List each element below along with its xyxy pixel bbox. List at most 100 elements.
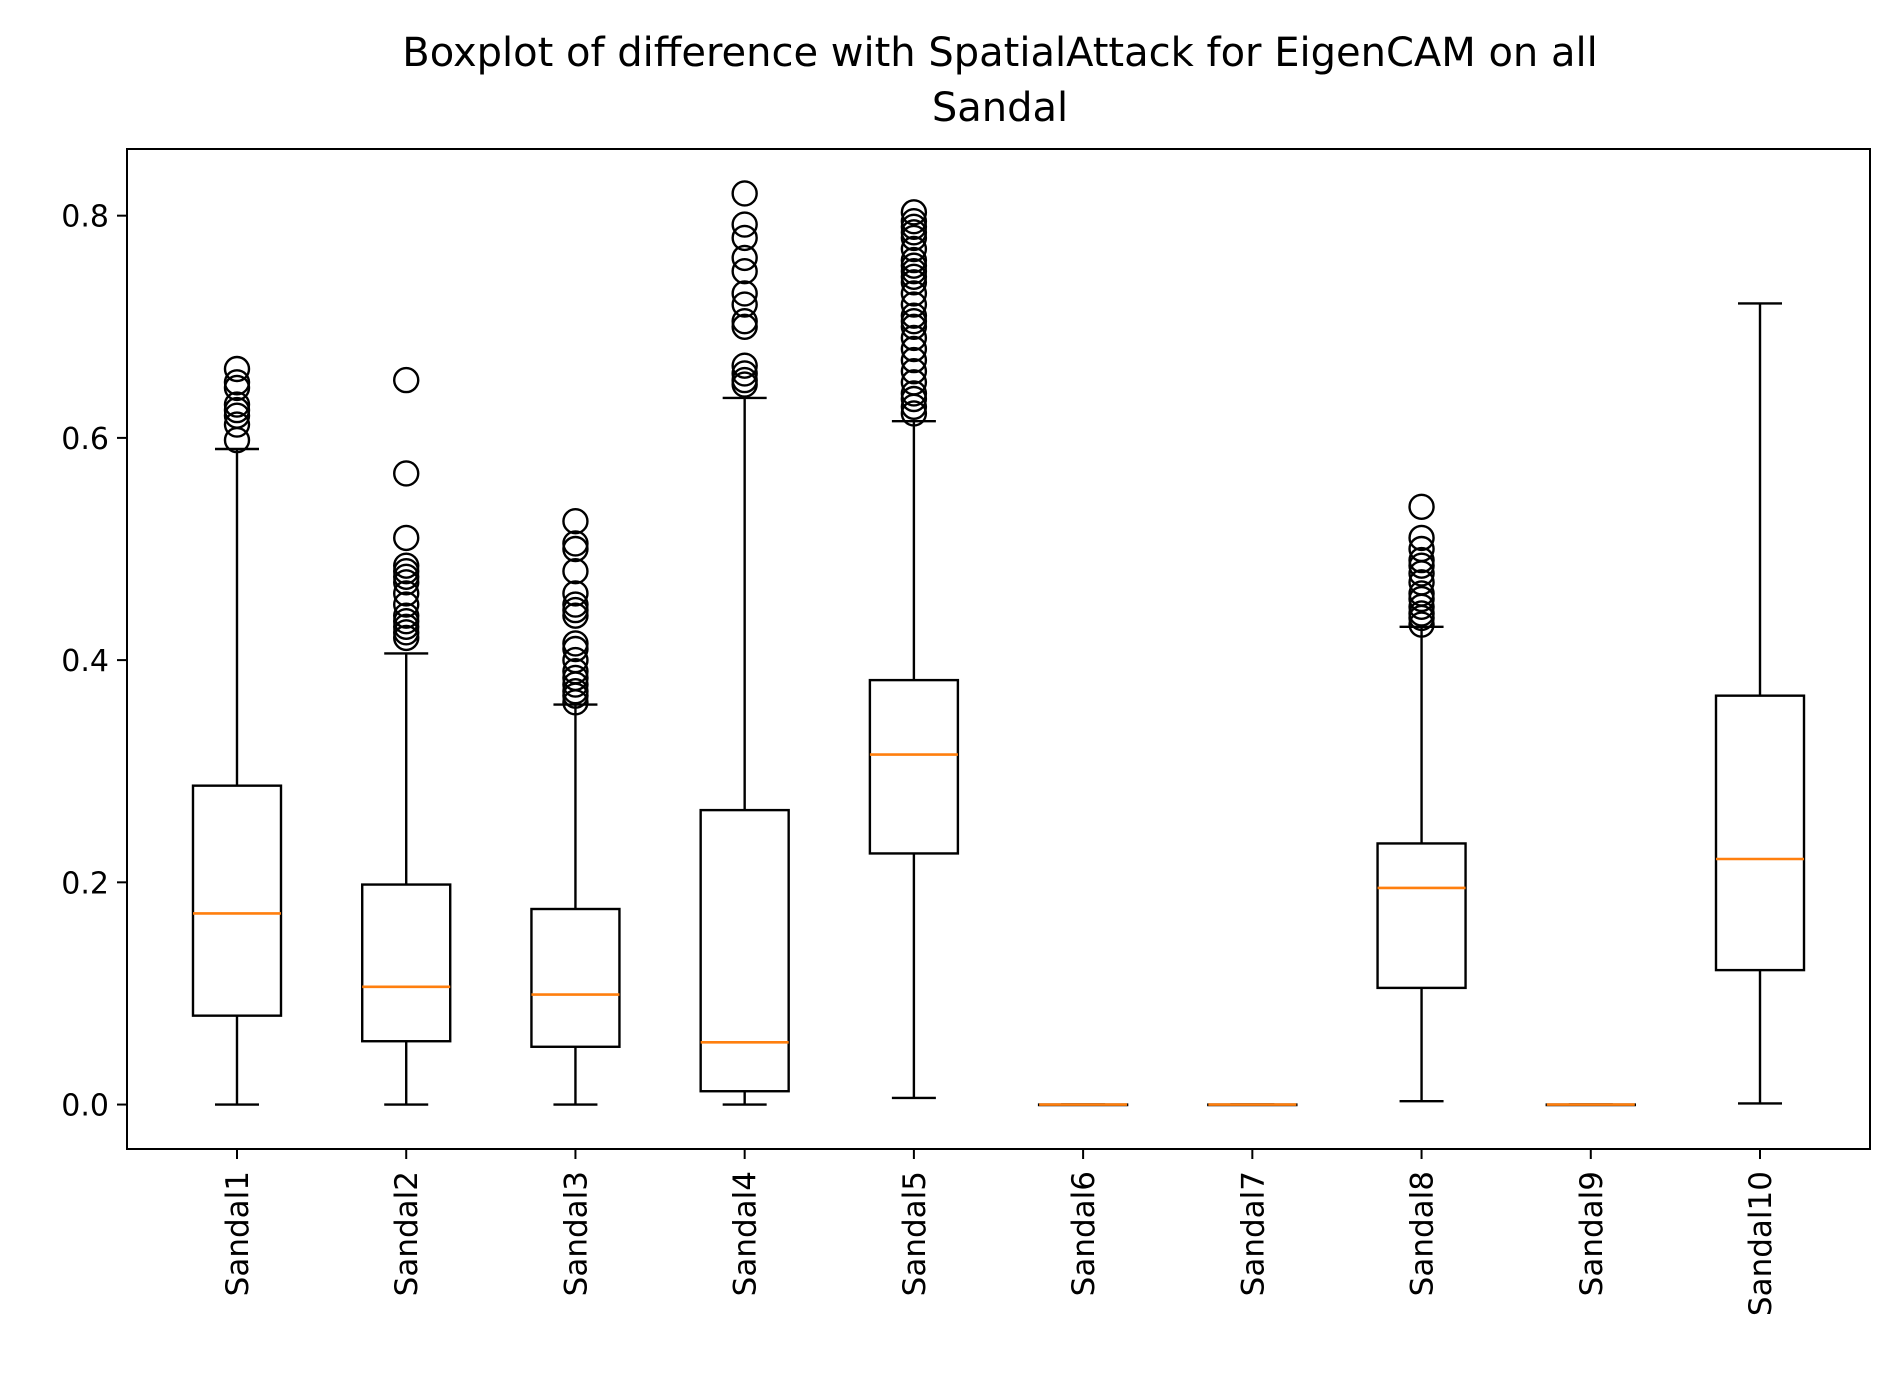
outlier-point: [393, 580, 420, 607]
outlier-point: [223, 374, 251, 402]
outlier-point: [562, 678, 589, 705]
chart-title-line-2: Sandal: [932, 85, 1068, 131]
box-sandal9: [1545, 1103, 1636, 1107]
outlier-point: [900, 380, 928, 407]
outlier-point: [731, 180, 758, 207]
outlier-point: [1408, 546, 1435, 574]
outlier-point: [900, 263, 928, 290]
y-axis: 0.0 0.2 0.4 0.6 0.8: [61, 200, 127, 1124]
outlier-point: [562, 591, 589, 618]
outlier-point: [393, 602, 420, 629]
box-sandal8: [1376, 493, 1467, 1103]
outlier-point: [393, 624, 420, 652]
x-axis: Sandal1 Sandal2 Sandal3 Sandal4 Sandal5 Sanda…: [220, 1149, 1779, 1316]
outlier-point: [393, 608, 420, 635]
iqr-box: [699, 808, 790, 1093]
outlier-point: [562, 664, 589, 692]
outlier-point: [223, 391, 251, 418]
outlier-point: [562, 602, 589, 629]
x-tick-label: Sandal7: [1235, 1171, 1271, 1296]
x-tick-label: Sandal2: [389, 1171, 425, 1296]
box-sandal5: [868, 199, 960, 1100]
outlier-point: [900, 346, 928, 374]
outlier-point: [223, 355, 251, 383]
y-tick-label: 0.2: [61, 866, 109, 901]
outlier-point: [393, 558, 420, 585]
iqr-box: [361, 883, 452, 1043]
outlier-point: [900, 208, 928, 235]
iqr-box: [868, 678, 960, 855]
outlier-point: [900, 358, 928, 385]
outlier-point: [900, 252, 928, 279]
outlier-point: [900, 313, 928, 340]
outlier-point: [1408, 524, 1435, 552]
outlier-point: [731, 352, 758, 379]
y-tick-label: 0.8: [61, 200, 109, 235]
outlier-point: [1408, 585, 1435, 613]
outlier-point: [223, 369, 251, 396]
outlier-point: [562, 596, 589, 624]
outlier-point: [900, 213, 928, 240]
outlier-point: [1408, 600, 1435, 627]
iqr-box: [530, 907, 621, 1048]
box-sandal2: [361, 366, 452, 1106]
outlier-point: [562, 508, 589, 535]
iqr-box: [1714, 694, 1806, 972]
outlier-point: [900, 246, 928, 274]
outlier-point: [900, 235, 928, 263]
outlier-point: [1408, 535, 1435, 563]
iqr-box: [1376, 842, 1467, 990]
outlier-point: [1408, 580, 1435, 607]
x-tick-label: Sandal8: [1405, 1171, 1441, 1296]
outlier-point: [393, 591, 420, 618]
outlier-point: [562, 558, 589, 585]
outlier-point: [731, 308, 758, 335]
outlier-point: [731, 211, 758, 238]
outlier-point: [900, 224, 928, 252]
outlier-point: [1408, 493, 1435, 520]
outlier-point: [900, 308, 928, 335]
x-tick-label: Sandal6: [1066, 1171, 1102, 1296]
x-tick-label: Sandal4: [728, 1171, 764, 1296]
outlier-point: [393, 460, 420, 487]
x-tick-label: Sandal5: [897, 1171, 933, 1296]
x-tick-label: Sandal9: [1574, 1171, 1610, 1296]
outlier-point: [393, 524, 420, 552]
outlier-point: [731, 258, 758, 285]
outlier-point: [1408, 552, 1435, 579]
box-sandal4: [699, 180, 790, 1106]
box-sandal7: [1207, 1103, 1298, 1107]
box-sandal3: [530, 508, 621, 1106]
outlier-point: [562, 630, 589, 657]
x-tick-label: Sandal1: [220, 1171, 256, 1296]
outlier-point: [1408, 569, 1435, 596]
iqr-box: [191, 784, 283, 1017]
chart-title-line-1: Boxplot of difference with SpatialAttack…: [402, 30, 1597, 76]
plot-frame: [126, 148, 1871, 1150]
outlier-point: [900, 369, 928, 396]
x-tick-label: Sandal10: [1743, 1171, 1779, 1316]
outlier-point: [393, 619, 420, 646]
box-sandal1: [191, 355, 283, 1106]
outlier-point: [731, 224, 758, 252]
outlier-point: [393, 366, 420, 394]
outlier-point: [900, 385, 928, 413]
outlier-point: [900, 324, 928, 352]
outlier-point: [562, 530, 589, 557]
outlier-point: [900, 219, 928, 246]
outlier-point: [900, 335, 928, 363]
outlier-point: [900, 291, 928, 318]
y-tick-label: 0.0: [61, 1089, 109, 1124]
outlier-point: [731, 366, 758, 394]
outlier-point: [731, 360, 758, 387]
outlier-point: [900, 280, 928, 307]
x-tick-label: Sandal3: [558, 1171, 594, 1296]
outlier-point: [562, 535, 589, 563]
y-tick-label: 0.4: [61, 644, 109, 679]
outlier-point: [393, 563, 420, 590]
outlier-point: [223, 396, 251, 424]
outlier-point: [731, 280, 758, 307]
outlier-point: [223, 402, 251, 429]
